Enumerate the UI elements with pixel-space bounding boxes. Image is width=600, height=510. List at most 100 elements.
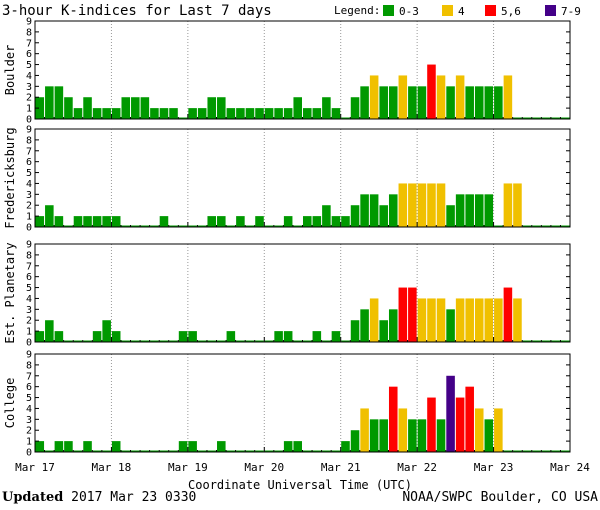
legend: Legend: 0-3 4 5,6 7-9: [334, 4, 581, 18]
bar-0-45: [465, 86, 474, 119]
bar-3-27: [293, 441, 302, 452]
bar-2-2: [54, 331, 64, 342]
bar-1-8: [111, 216, 121, 227]
bar-3-31: [331, 450, 341, 452]
bar-0-11: [140, 97, 150, 119]
bar-3-38: [398, 408, 408, 452]
panels: 0123456789Boulder0123456789Fredericksbur…: [3, 17, 571, 459]
bar-3-13: [159, 450, 169, 452]
bar-2-35: [369, 298, 379, 342]
bar-0-43: [446, 86, 455, 119]
bar-3-10: [131, 450, 140, 452]
bar-0-26: [283, 108, 293, 119]
bar-1-25: [274, 225, 283, 227]
bar-0-27: [293, 97, 302, 119]
bar-1-45: [465, 194, 474, 227]
bar-1-38: [398, 183, 408, 227]
y-tick-label: 8: [26, 135, 32, 146]
bar-0-19: [217, 97, 226, 119]
y-tick-label: 5: [26, 393, 32, 404]
bar-3-7: [102, 450, 111, 452]
bar-0-2: [54, 86, 64, 119]
bar-1-4: [73, 216, 83, 227]
bar-1-9: [121, 225, 131, 227]
bar-1-19: [217, 216, 226, 227]
bar-3-50: [513, 450, 522, 452]
bar-3-2: [54, 441, 64, 452]
bar-2-0: [35, 331, 45, 342]
bar-2-19: [217, 340, 226, 342]
y-tick-label: 0: [26, 338, 32, 349]
bar-0-1: [45, 86, 54, 119]
bar-0-18: [207, 97, 217, 119]
bar-3-46: [474, 408, 484, 452]
bar-3-29: [312, 450, 322, 452]
y-tick-label: 5: [26, 283, 32, 294]
y-tick-label: 1: [26, 327, 32, 338]
bar-2-11: [140, 340, 150, 342]
bar-3-47: [484, 419, 494, 452]
bar-0-17: [197, 108, 207, 119]
y-tick-label: 2: [26, 316, 32, 327]
bar-3-28: [303, 450, 312, 452]
bar-3-33: [350, 430, 360, 452]
bar-3-53: [541, 450, 551, 452]
bar-2-17: [197, 340, 207, 342]
bar-0-31: [331, 108, 341, 119]
y-tick-label: 3: [26, 82, 32, 93]
bar-2-30: [322, 340, 331, 342]
bar-2-38: [398, 287, 408, 342]
bar-1-41: [427, 183, 436, 227]
bar-2-52: [532, 340, 541, 342]
bar-3-44: [455, 397, 465, 452]
bar-1-36: [379, 205, 388, 227]
bar-0-32: [341, 117, 350, 119]
bar-0-54: [551, 117, 560, 119]
bar-2-45: [465, 298, 474, 342]
bar-3-18: [207, 450, 217, 452]
bar-1-33: [350, 205, 360, 227]
bar-0-36: [379, 86, 388, 119]
bar-3-32: [341, 441, 350, 452]
bar-3-34: [360, 408, 369, 452]
bar-3-42: [436, 419, 446, 452]
bar-2-42: [436, 298, 446, 342]
bar-3-36: [379, 419, 388, 452]
credit-text: NOAA/SWPC Boulder, CO USA: [402, 490, 598, 505]
bar-1-23: [255, 216, 264, 227]
station-label-2: Est. Planetary: [3, 242, 17, 343]
bar-0-30: [322, 97, 331, 119]
bar-0-23: [255, 108, 264, 119]
bar-2-14: [169, 340, 178, 342]
bar-2-16: [188, 331, 197, 342]
bar-3-1: [45, 450, 54, 452]
bar-1-11: [140, 225, 150, 227]
bar-1-12: [150, 225, 159, 227]
bar-1-53: [541, 225, 551, 227]
bar-1-28: [303, 216, 312, 227]
x-tick-label: Mar 23: [474, 461, 514, 474]
bar-2-36: [379, 320, 388, 342]
bar-1-43: [446, 205, 455, 227]
legend-label-0: 0-3: [399, 5, 419, 18]
bar-2-21: [236, 340, 245, 342]
bar-2-53: [541, 340, 551, 342]
bar-3-6: [92, 450, 102, 452]
bar-2-4: [73, 340, 83, 342]
bar-1-39: [408, 183, 417, 227]
bar-2-27: [293, 340, 302, 342]
y-tick-label: 9: [26, 125, 32, 136]
bar-2-7: [102, 320, 111, 342]
y-tick-label: 6: [26, 272, 32, 283]
y-tick-label: 3: [26, 190, 32, 201]
legend-title: Legend:: [334, 4, 380, 17]
bar-3-16: [188, 441, 197, 452]
bar-0-33: [350, 97, 360, 119]
bar-0-34: [360, 86, 369, 119]
y-tick-label: 3: [26, 305, 32, 316]
station-label-0: Boulder: [3, 45, 17, 96]
bar-2-28: [303, 340, 312, 342]
bar-0-4: [73, 108, 83, 119]
